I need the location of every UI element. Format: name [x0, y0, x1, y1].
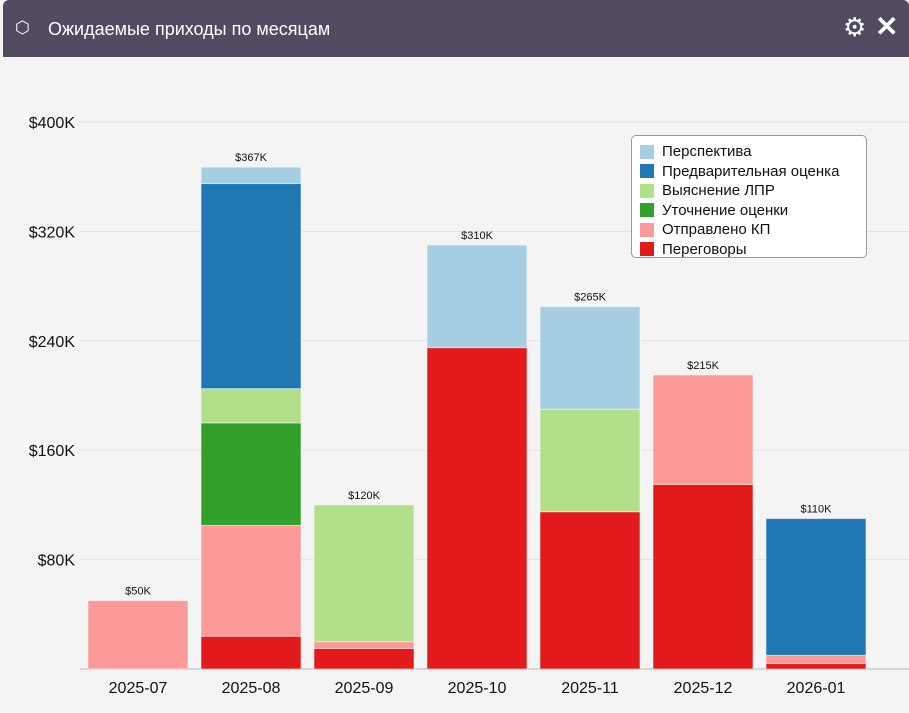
close-icon[interactable]: ✕ — [875, 11, 899, 42]
widget-title: Ожидаемые приходы по месяцам — [48, 19, 331, 39]
x-tick-label: 2026-01 — [787, 680, 846, 697]
x-tick-label: 2025-11 — [561, 680, 619, 697]
widget-header: ⬡ Ожидаемые приходы по месяцам ⚙ ✕ — [3, 0, 909, 57]
bar-total-label: $215K — [687, 360, 719, 372]
x-tick-label: 2025-09 — [335, 680, 394, 697]
bar-total-label: $265K — [574, 292, 606, 304]
x-tick-label: 2025-07 — [109, 680, 168, 697]
x-tick-label: 2025-12 — [674, 680, 733, 697]
legend-swatch — [640, 144, 654, 159]
legend-swatch — [640, 203, 654, 218]
bar-segment — [313, 647, 415, 670]
y-tick-label: $160K — [29, 443, 76, 460]
legend-swatch — [640, 183, 654, 198]
bar-total-label: $110K — [801, 504, 833, 516]
bar-segment — [765, 654, 867, 665]
y-tick-label: $400K — [29, 115, 76, 132]
y-tick-label: $240K — [29, 334, 76, 351]
legend-item: Уточнение оценки — [640, 201, 858, 221]
bar-segment — [539, 511, 641, 670]
legend-label: Уточнение оценки — [662, 201, 789, 219]
legend-item: Выяснение ЛПР — [640, 181, 858, 201]
legend-label: Переговоры — [662, 240, 747, 258]
legend-label: Предварительная оценка — [662, 162, 840, 180]
bar-total-label: $310K — [461, 230, 493, 242]
bar-segment — [652, 374, 754, 485]
bar-segment — [652, 483, 754, 670]
legend-item: Перспектива — [640, 142, 858, 162]
bar-segment — [313, 641, 415, 649]
bar-segment — [87, 600, 189, 670]
bar-total-label: $120K — [348, 490, 380, 502]
bar-segment — [765, 663, 867, 670]
bar-segment — [200, 635, 302, 670]
legend-swatch — [640, 164, 654, 179]
legend-label: Отправлено КП — [662, 221, 771, 239]
legend-item: Предварительная оценка — [640, 162, 858, 182]
bar-total-label: $50K — [125, 586, 151, 598]
bar-segment — [539, 306, 641, 410]
bar-segment — [200, 422, 302, 526]
bar-segment — [200, 183, 302, 390]
legend-item: Отправлено КП — [640, 220, 858, 240]
bar-segment — [426, 347, 528, 670]
bar-segment — [426, 244, 528, 349]
legend-item: Переговоры — [640, 240, 858, 260]
bar-segment — [539, 408, 641, 513]
bar-segment — [200, 166, 302, 185]
legend-swatch — [640, 242, 654, 257]
bar-segment — [313, 504, 415, 643]
legend-label: Выяснение ЛПР — [662, 182, 775, 200]
bar-segment — [765, 518, 867, 656]
legend-label: Перспектива — [662, 143, 752, 161]
cube-icon: ⬡ — [15, 18, 30, 37]
bar-total-label: $367K — [235, 152, 267, 164]
y-tick-label: $80K — [38, 553, 76, 570]
x-tick-label: 2025-10 — [448, 680, 507, 697]
bar-segment — [200, 524, 302, 637]
gear-icon[interactable]: ⚙ — [843, 12, 867, 42]
bar-segment — [200, 388, 302, 424]
y-tick-label: $320K — [29, 224, 76, 241]
chart-legend: Перспектива Предварительная оценка Выяснен… — [631, 135, 867, 258]
legend-swatch — [640, 222, 654, 237]
x-tick-label: 2025-08 — [222, 680, 281, 697]
